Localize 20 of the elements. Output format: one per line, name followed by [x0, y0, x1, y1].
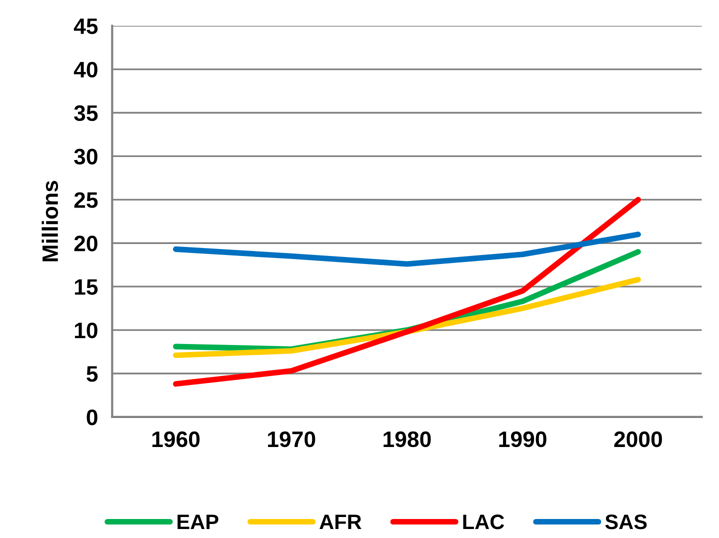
- x-tick-label: 2000: [614, 431, 662, 448]
- x-tick-label: 1990: [499, 431, 546, 448]
- x-tick-label: 1960: [152, 431, 200, 448]
- x-tick-label: 1970: [268, 431, 316, 448]
- y-tick-label: 5: [86, 366, 98, 382]
- y-tick-label: 10: [74, 322, 98, 338]
- y-tick-label: 0: [86, 409, 98, 426]
- y-tick-label: 35: [74, 105, 98, 122]
- legend-label: EAP: [178, 514, 218, 530]
- y-tick-label: 15: [74, 279, 98, 295]
- y-tick-label: 40: [74, 62, 98, 78]
- y-axis-title: Millions: [42, 180, 58, 262]
- y-tick-label: 30: [74, 148, 98, 164]
- y-tick-label: 20: [74, 236, 98, 252]
- legend-label: SAS: [605, 514, 647, 530]
- y-tick-label: 45: [74, 18, 98, 34]
- x-tick-label: 1980: [384, 431, 431, 448]
- legend-label: AFR: [320, 514, 362, 530]
- y-tick-label: 25: [74, 192, 98, 208]
- legend-label: LAC: [463, 514, 504, 530]
